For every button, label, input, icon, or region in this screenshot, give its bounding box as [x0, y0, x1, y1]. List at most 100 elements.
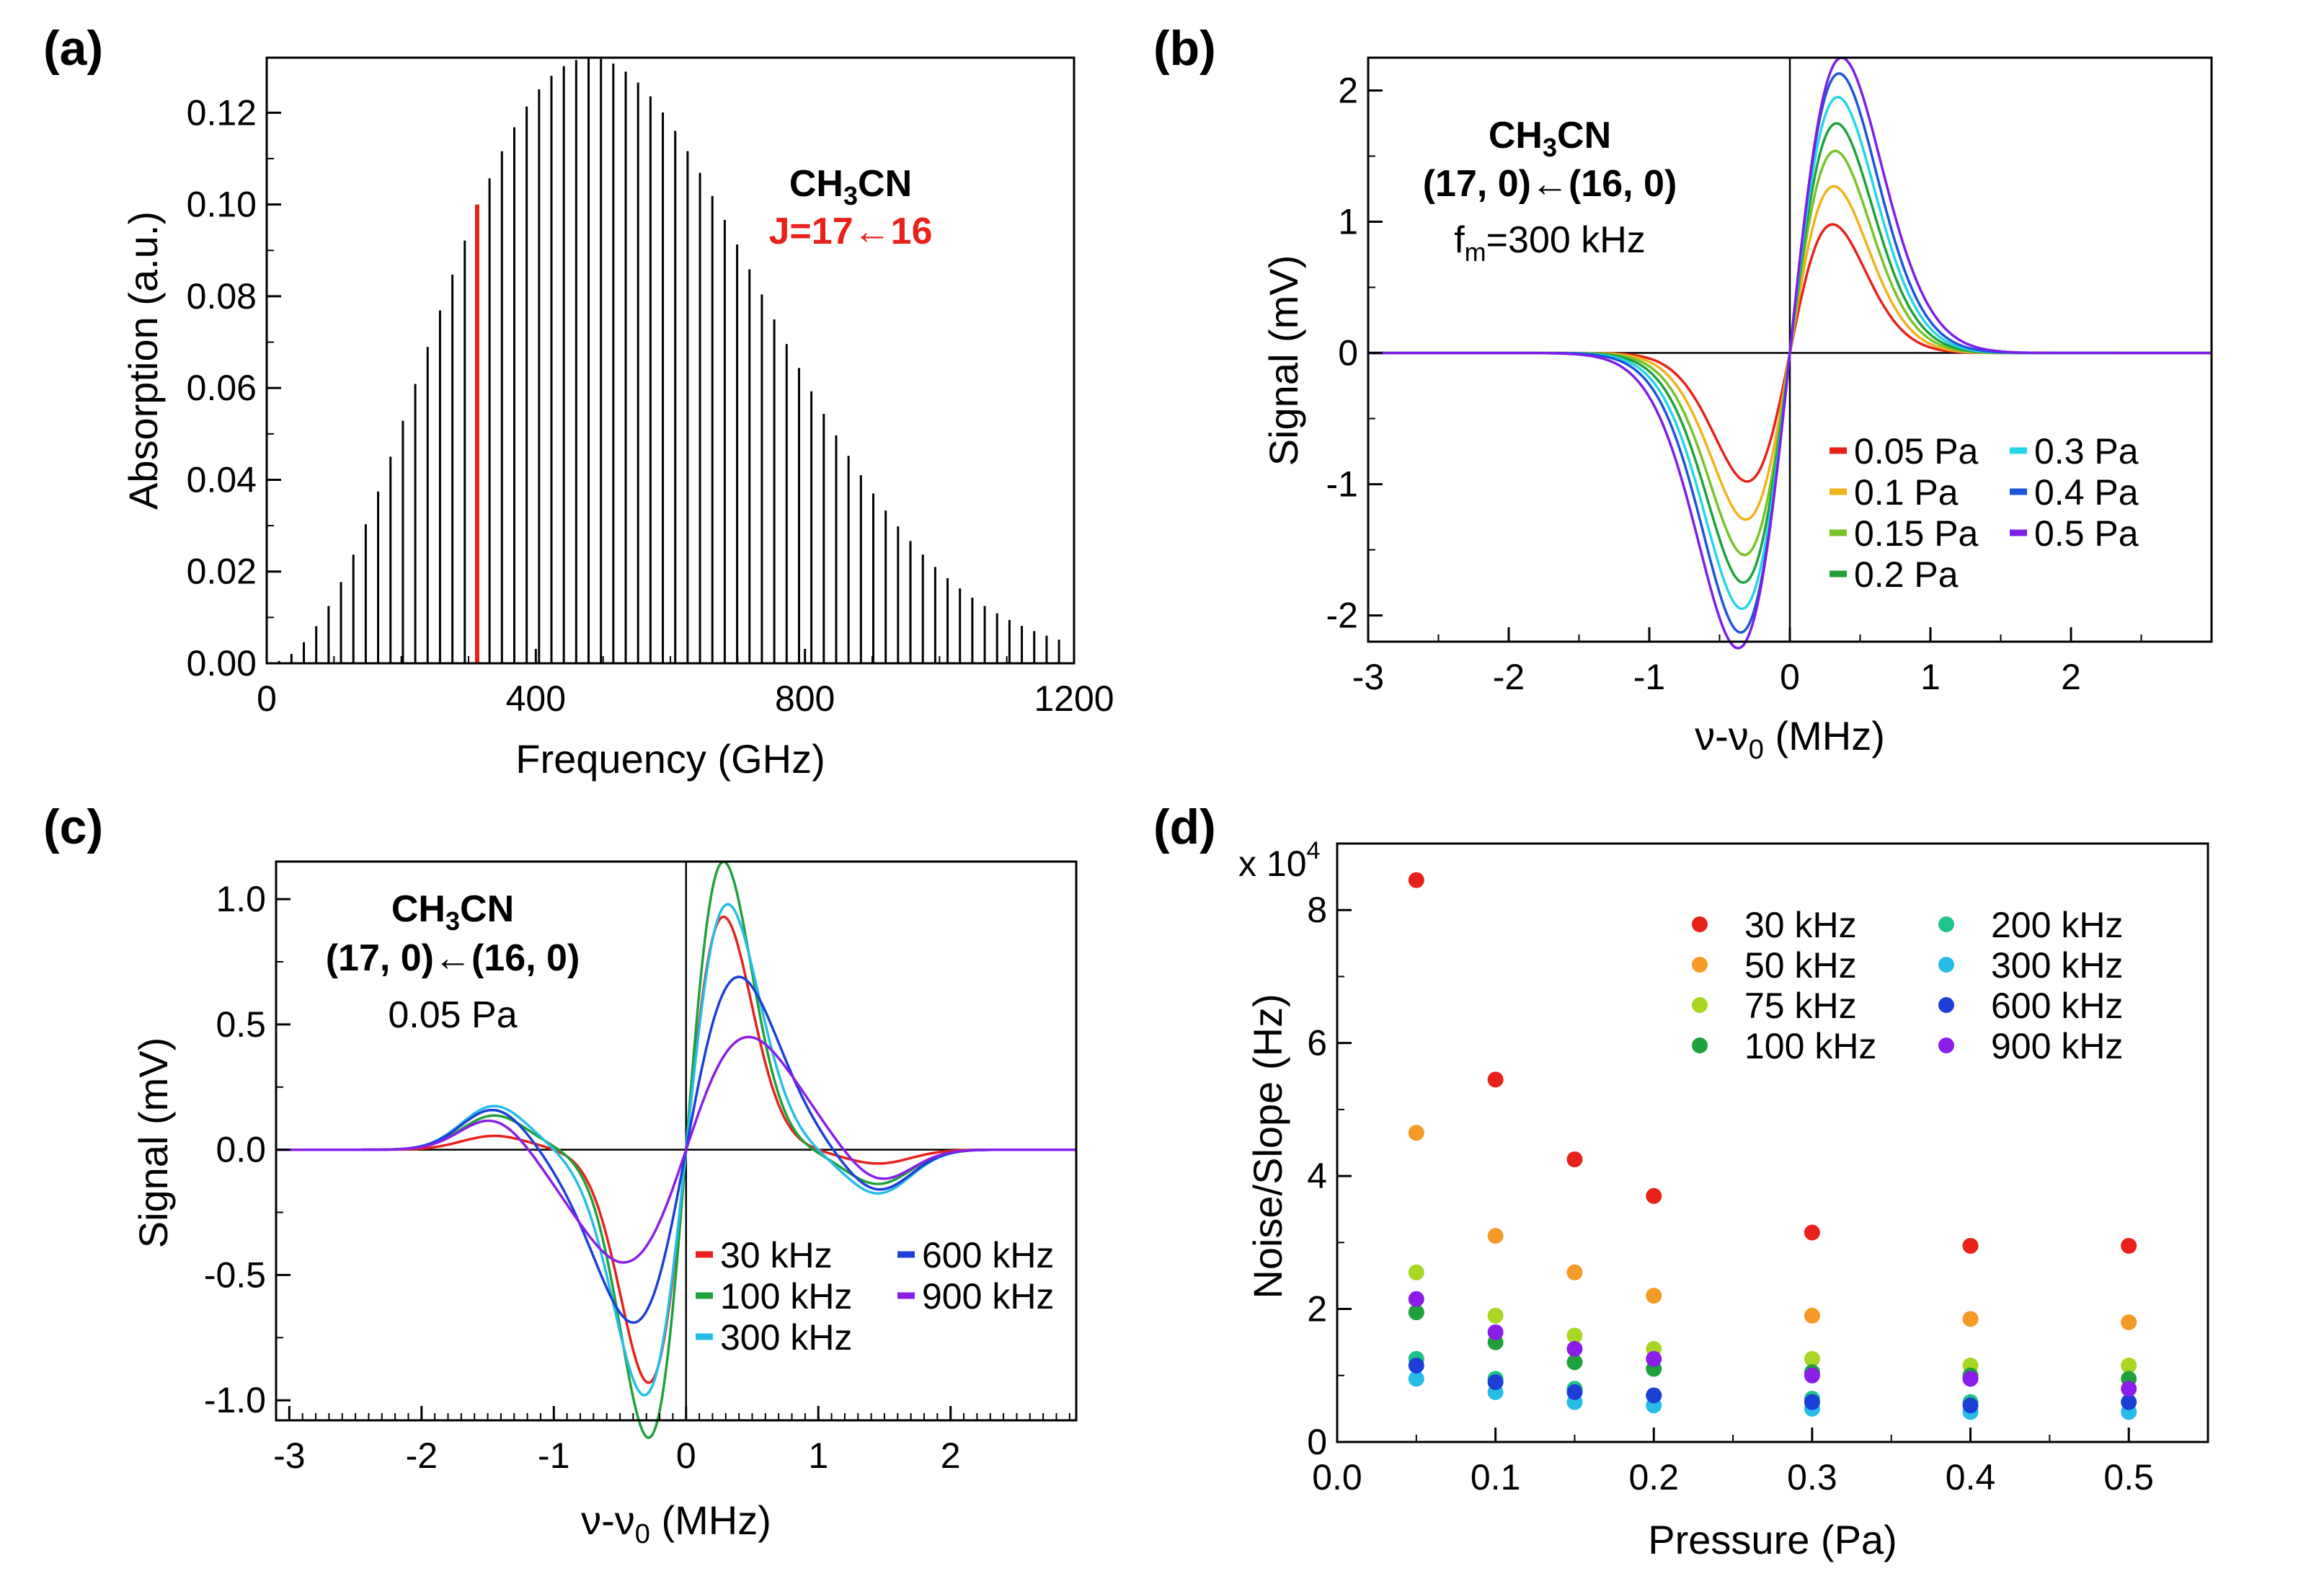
legend-label-c: 300 kHz: [720, 1317, 852, 1358]
x-axis-title-c: ν-ν0 (MHz): [581, 1497, 771, 1549]
data-point-300kHz: [1408, 1371, 1424, 1387]
data-point-30kHz: [1804, 1224, 1820, 1241]
y-tick-label-a: 0.04: [187, 459, 257, 500]
legend-label-d: 100 kHz: [1744, 1026, 1876, 1066]
data-point-100kHz: [1566, 1354, 1583, 1371]
y-tick-label-b: -2: [1326, 596, 1358, 636]
x-tick-label-a: 1200: [1034, 678, 1114, 719]
series-line-c-900kHz: [276, 1035, 1076, 1264]
transition-label-a: J=17←16: [769, 211, 933, 252]
legend-label-b: 0.3 Pa: [2034, 431, 2139, 472]
legend-marker-d: [1692, 1037, 1708, 1053]
data-point-75kHz: [2121, 1357, 2137, 1373]
legend-marker-d: [1938, 957, 1954, 973]
data-point-600kHz: [1804, 1394, 1820, 1410]
legend-label-d: 900 kHz: [1991, 1026, 2123, 1066]
y-tick-label-c: -0.5: [204, 1255, 266, 1295]
data-point-30kHz: [1646, 1187, 1662, 1204]
data-point-50kHz: [1646, 1288, 1662, 1304]
legend-marker-d: [1692, 916, 1708, 932]
data-point-900kHz: [2121, 1381, 2137, 1397]
data-point-50kHz: [1804, 1307, 1820, 1324]
data-point-50kHz: [1962, 1311, 1979, 1327]
data-point-50kHz: [1566, 1264, 1583, 1280]
transition-label-b: (17, 0)←(16, 0): [1423, 163, 1677, 205]
x-tick-label-b: 2: [2061, 657, 2081, 697]
x-tick-label-c: 2: [941, 1435, 961, 1476]
x-tick-label-a: 0: [257, 678, 277, 719]
data-point-600kHz: [1962, 1397, 1979, 1414]
data-point-30kHz: [1487, 1071, 1504, 1088]
data-point-900kHz: [1804, 1367, 1820, 1384]
y-tick-label-a: 0.10: [187, 185, 257, 225]
legend-marker-d: [1938, 1037, 1954, 1053]
legend-label-d: 200 kHz: [1991, 905, 2123, 945]
data-point-50kHz: [2121, 1314, 2137, 1330]
legend-label-d: 75 kHz: [1744, 986, 1857, 1026]
y-axis-title-a: Absorption (a.u.): [120, 211, 166, 510]
x-axis-title-a: Frequency (GHz): [515, 736, 825, 782]
y-tick-label-b: 1: [1338, 202, 1358, 242]
y-axis-title-c: Signal (mV): [130, 1037, 176, 1249]
legend-label-b: 0.15 Pa: [1854, 513, 1979, 554]
y-tick-label-d: 4: [1307, 1156, 1327, 1196]
x-tick-label-c: 1: [808, 1435, 828, 1476]
y-tick-label-c: -1.0: [204, 1380, 266, 1420]
y-tick-label-a: 0.06: [187, 368, 257, 408]
y-axis-title-d: Noise/Slope (Hz): [1245, 994, 1290, 1298]
x-tick-label-d: 0.2: [1629, 1457, 1680, 1497]
data-point-30kHz: [1962, 1237, 1979, 1254]
x-tick-label-d: 0.5: [2103, 1457, 2154, 1497]
legend-marker-d: [1692, 997, 1708, 1013]
x-tick-label-d: 0.3: [1787, 1457, 1837, 1497]
legend-label-d: 50 kHz: [1744, 945, 1857, 986]
data-point-900kHz: [1408, 1291, 1424, 1307]
x-tick-label-c: -1: [538, 1435, 569, 1476]
x-tick-label-b: 0: [1780, 657, 1800, 697]
y-tick-label-d: 2: [1307, 1289, 1327, 1329]
data-point-50kHz: [1487, 1228, 1504, 1244]
legend-label-c: 600 kHz: [922, 1235, 1054, 1275]
data-point-30kHz: [2121, 1237, 2137, 1254]
data-point-900kHz: [1962, 1371, 1979, 1387]
data-point-75kHz: [1804, 1350, 1820, 1367]
panel-label-a: (a): [43, 21, 103, 76]
plot-frame-c: [275, 860, 1078, 1422]
data-point-50kHz: [1408, 1125, 1424, 1141]
legend-label-c: 100 kHz: [720, 1276, 852, 1317]
panel-label-d: (d): [1153, 800, 1216, 854]
data-point-75kHz: [1566, 1327, 1583, 1344]
x-tick-label-b: -1: [1633, 657, 1665, 697]
legend-label-d: 600 kHz: [1991, 986, 2123, 1026]
data-point-600kHz: [2121, 1394, 2137, 1410]
y-tick-label-b: -1: [1326, 464, 1358, 505]
y-tick-label-d: 6: [1307, 1023, 1327, 1063]
x-tick-label-b: 1: [1920, 657, 1941, 697]
y-tick-label-a: 0.00: [187, 643, 257, 683]
y-axis-title-b: Signal (mV): [1261, 255, 1306, 466]
y-tick-label-b: 2: [1338, 71, 1358, 111]
molecule-label-b: CH3CN: [1489, 115, 1611, 162]
x-axis-title-d: Pressure (Pa): [1648, 1517, 1897, 1562]
plot-frame-a: [265, 56, 1075, 665]
data-point-900kHz: [1646, 1350, 1662, 1367]
x-tick-label-a: 800: [775, 678, 835, 719]
data-point-75kHz: [1487, 1307, 1504, 1324]
y-tick-label-a: 0.12: [187, 92, 257, 133]
legend-label-c: 900 kHz: [922, 1276, 1054, 1317]
legend-label-b: 0.4 Pa: [2034, 472, 2139, 513]
legend-label-b: 0.1 Pa: [1854, 472, 1959, 513]
legend-label-c: 30 kHz: [720, 1235, 833, 1275]
series-line-b-05Pa: [1368, 56, 2212, 650]
transition-label-c: (17, 0)←(16, 0): [326, 937, 580, 979]
y-tick-label-c: 1.0: [216, 879, 266, 919]
legend-marker-d: [1692, 957, 1708, 973]
y-multiplier-d: x 104: [1238, 837, 1320, 884]
y-tick-label-a: 0.02: [187, 552, 257, 592]
data-point-600kHz: [1408, 1357, 1424, 1373]
x-tick-label-d: 0.0: [1312, 1457, 1362, 1497]
legend-marker-d: [1938, 916, 1954, 932]
x-tick-label-d: 0.1: [1471, 1457, 1521, 1497]
legend-label-b: 0.2 Pa: [1854, 554, 1959, 595]
